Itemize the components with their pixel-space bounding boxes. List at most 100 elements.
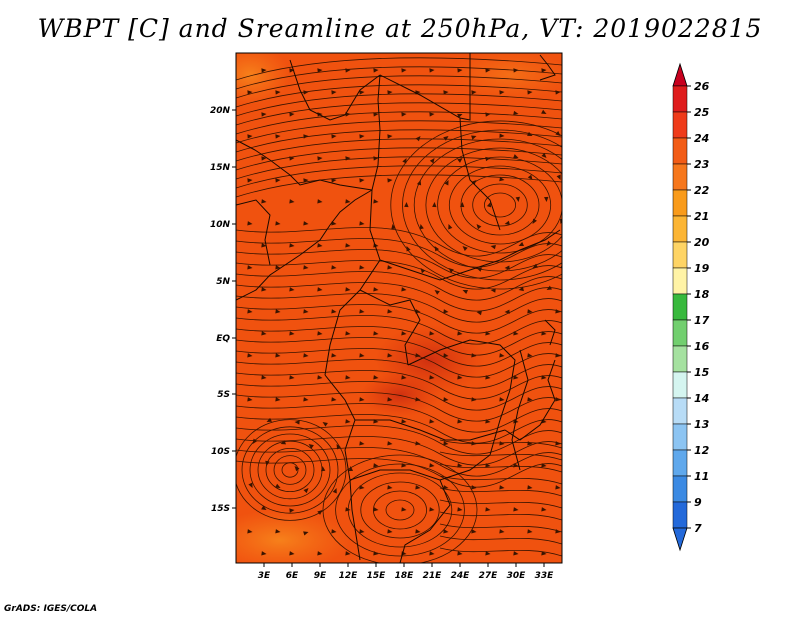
colorbar-segment xyxy=(672,475,688,503)
streamline-arrowhead xyxy=(401,375,407,380)
streamlines xyxy=(236,57,562,563)
streamline-arrowhead xyxy=(485,68,491,73)
lat-label: 10S xyxy=(211,447,230,457)
border-6 xyxy=(289,59,381,121)
streamline-arrowhead xyxy=(429,68,435,73)
streamline-arrowhead xyxy=(252,438,258,444)
streamline-arrowhead xyxy=(317,510,323,515)
streamline-arrowhead xyxy=(387,397,393,402)
streamline-arrowhead xyxy=(555,353,561,358)
streamline-arrowhead xyxy=(261,287,267,292)
streamline xyxy=(236,138,562,162)
streamline-arrowhead xyxy=(359,441,365,446)
streamline-arrowhead xyxy=(569,419,575,424)
streamline-arrowhead xyxy=(345,507,351,512)
streamline-arrowhead xyxy=(387,309,393,314)
colorbar-label: 22 xyxy=(694,184,710,197)
colorbar-segment xyxy=(672,371,688,399)
streamline-arrowhead xyxy=(345,199,351,204)
streamline-arrowhead xyxy=(303,488,309,494)
streamline-arrowhead xyxy=(555,485,561,490)
streamline xyxy=(236,315,562,345)
streamline xyxy=(385,499,415,521)
streamline-arrowhead xyxy=(457,507,463,512)
streamline-arrowhead xyxy=(404,202,409,208)
colorbar-segment xyxy=(672,215,688,243)
border-1 xyxy=(236,189,373,301)
streamline xyxy=(265,448,315,492)
lon-label: 18E xyxy=(395,571,415,581)
streamline xyxy=(425,147,562,263)
streamline-arrowhead xyxy=(527,309,533,314)
streamline-arrowhead xyxy=(443,90,449,95)
streamline xyxy=(236,156,562,180)
streamline-arrowhead xyxy=(289,156,295,161)
colorbar-segment xyxy=(672,189,688,217)
streamline-arrowhead xyxy=(289,508,295,513)
streamline-arrowhead xyxy=(359,178,365,183)
country-borders xyxy=(236,53,561,563)
streamline-arrowhead xyxy=(541,68,547,73)
colorbar-label: 18 xyxy=(694,288,710,301)
streamline-arrowhead xyxy=(485,507,491,512)
streamline-arrowhead xyxy=(415,485,421,490)
border-7 xyxy=(236,199,271,266)
cool-patch-southwest xyxy=(236,510,350,563)
streamline xyxy=(236,392,562,422)
streamline-arrowhead xyxy=(499,485,505,490)
colorbar-label: 11 xyxy=(694,470,709,483)
colorbar-segment xyxy=(672,397,688,425)
streamline-arrowhead xyxy=(462,246,468,251)
streamline-arrowhead xyxy=(387,90,393,95)
streamline-arrowhead xyxy=(573,241,579,248)
colorbar-segment xyxy=(672,449,688,477)
streamline-arrowhead xyxy=(541,463,547,468)
streamline xyxy=(236,304,562,334)
streamline-arrowhead xyxy=(499,529,505,534)
streamline-arrowhead xyxy=(527,174,533,180)
colorbar-label: 9 xyxy=(694,496,702,509)
streamline-arrowhead xyxy=(345,112,351,117)
lon-label: 9E xyxy=(314,571,327,581)
streamline-arrowhead xyxy=(569,507,575,512)
streamline-arrowhead xyxy=(527,131,533,136)
streamline-arrowhead xyxy=(359,221,365,226)
streamline-arrowhead xyxy=(387,529,393,534)
streamline-arrowhead xyxy=(457,419,463,424)
lon-label: 30E xyxy=(507,571,527,581)
streamline-arrowhead xyxy=(247,309,253,314)
streamline-arrowhead xyxy=(532,263,538,268)
streamline xyxy=(241,426,339,514)
streamline-arrowhead xyxy=(373,463,379,468)
lon-label: 3E xyxy=(258,571,271,581)
border-16 xyxy=(511,349,529,471)
streamline-arrowhead xyxy=(527,397,533,402)
colorbar-segment xyxy=(672,423,688,451)
streamline xyxy=(249,433,331,507)
streamline-arrowhead xyxy=(275,353,281,358)
streamline-arrowhead xyxy=(322,422,328,427)
streamline-arrowhead xyxy=(471,90,477,95)
streamline-arrowhead xyxy=(429,112,435,117)
streamline-arrowhead xyxy=(513,154,519,159)
streamline xyxy=(439,463,562,473)
streamline-arrowhead xyxy=(448,268,454,273)
streamline-arrowhead xyxy=(387,485,393,490)
streamline-arrowhead xyxy=(527,441,533,446)
streamline-arrowhead xyxy=(331,90,337,95)
streamline-arrowhead xyxy=(331,309,337,314)
streamline xyxy=(236,260,562,290)
streamline-arrowhead xyxy=(459,202,465,208)
streamline xyxy=(236,147,562,171)
streamline xyxy=(439,523,562,533)
streamline-arrowhead xyxy=(556,174,561,180)
streamline xyxy=(236,227,562,257)
lat-label: EQ xyxy=(216,334,230,344)
streamline-arrowhead xyxy=(373,551,379,556)
streamline-arrowhead xyxy=(280,440,286,445)
streamline-arrowhead xyxy=(499,90,505,95)
streamline-arrowhead xyxy=(572,197,577,202)
streamline-arrowhead xyxy=(415,441,421,446)
streamline-arrowhead xyxy=(294,466,300,472)
streamline xyxy=(236,120,562,144)
